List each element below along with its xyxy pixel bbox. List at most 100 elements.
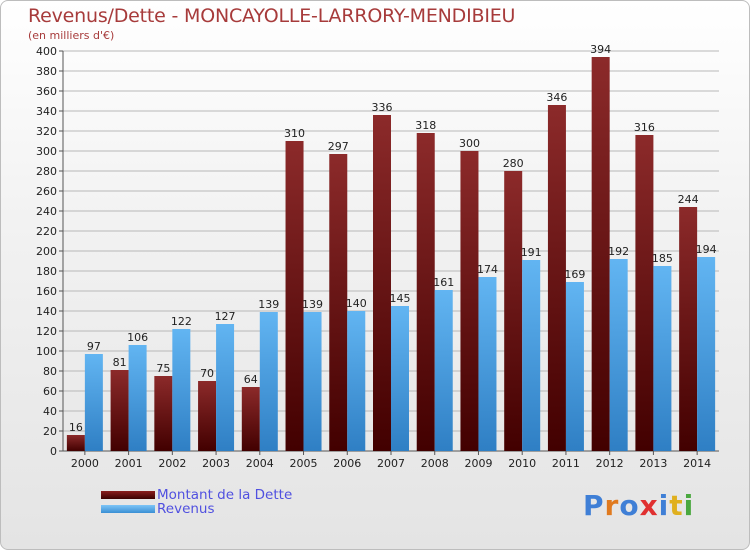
bar-dette — [679, 207, 698, 451]
data-label-dette: 280 — [503, 157, 524, 170]
logo-letter: i — [658, 489, 670, 522]
data-label-revenus: 139 — [258, 298, 279, 311]
data-label-dette: 81 — [113, 356, 127, 369]
bar-dette — [635, 135, 654, 451]
y-tick-label: 400 — [36, 45, 57, 58]
data-label-dette: 316 — [634, 121, 655, 134]
x-tick-label: 2008 — [421, 457, 449, 470]
logo-letter: P — [583, 489, 605, 522]
x-tick-label: 2005 — [290, 457, 318, 470]
legend-swatch-dette — [101, 491, 155, 499]
bar-dette — [241, 387, 260, 451]
x-tick-label: 2014 — [683, 457, 711, 470]
data-label-dette: 318 — [415, 119, 436, 132]
y-tick-label: 100 — [36, 345, 57, 358]
x-tick-label: 2003 — [202, 457, 230, 470]
data-label-revenus: 145 — [390, 292, 411, 305]
data-label-dette: 70 — [200, 367, 214, 380]
logo-letter: x — [639, 489, 659, 522]
bar-dette — [460, 151, 479, 451]
data-label-revenus: 122 — [171, 315, 192, 328]
bar-dette — [373, 115, 391, 451]
bar-revenus — [565, 282, 584, 451]
legend-label-dette: Montant de la Dette — [157, 487, 293, 503]
y-tick-label: 260 — [36, 185, 57, 198]
data-label-revenus: 97 — [87, 340, 101, 353]
data-label-dette: 75 — [156, 362, 170, 375]
bar-revenus — [172, 329, 191, 451]
bar-dette — [591, 57, 610, 451]
bar-revenus — [609, 259, 628, 451]
logo-letter: t — [669, 489, 684, 522]
data-label-dette: 394 — [590, 43, 611, 56]
data-label-dette: 297 — [328, 140, 349, 153]
x-tick-label: 2001 — [115, 457, 143, 470]
bar-revenus — [391, 306, 409, 451]
y-tick-label: 80 — [43, 365, 57, 378]
data-label-dette: 244 — [678, 193, 699, 206]
x-tick-label: 2000 — [71, 457, 99, 470]
bar-dette — [198, 381, 217, 451]
bar-revenus — [434, 290, 453, 451]
data-label-revenus: 185 — [652, 252, 673, 265]
bar-dette — [329, 154, 348, 451]
logo-letter: i — [683, 489, 695, 522]
y-tick-label: 200 — [36, 245, 57, 258]
x-tick-label: 2011 — [552, 457, 580, 470]
x-tick-label: 2002 — [158, 457, 186, 470]
data-label-revenus: 139 — [302, 298, 323, 311]
y-tick-label: 300 — [36, 145, 57, 158]
y-tick-label: 280 — [36, 165, 57, 178]
data-label-dette: 336 — [372, 101, 393, 114]
y-tick-label: 320 — [36, 125, 57, 138]
x-tick-label: 2009 — [464, 457, 492, 470]
data-label-dette: 310 — [284, 127, 305, 140]
bar-revenus — [522, 260, 541, 451]
bar-dette — [547, 105, 566, 451]
logo-letter: r — [604, 489, 620, 522]
bar-dette — [285, 141, 304, 451]
data-label-dette: 64 — [244, 373, 258, 386]
legend-swatch-revenus — [101, 505, 155, 513]
y-tick-label: 0 — [50, 445, 57, 458]
chart-subtitle: (en milliers d'€) — [28, 29, 115, 42]
y-tick-label: 220 — [36, 225, 57, 238]
bar-dette — [416, 133, 435, 451]
x-tick-label: 2013 — [639, 457, 667, 470]
bar-revenus — [303, 312, 322, 451]
data-label-dette: 16 — [69, 421, 83, 434]
y-tick-label: 380 — [36, 65, 57, 78]
y-tick-label: 160 — [36, 285, 57, 298]
x-tick-label: 2010 — [508, 457, 536, 470]
bar-revenus — [653, 266, 672, 451]
y-tick-label: 60 — [43, 385, 57, 398]
bar-revenus — [84, 354, 103, 451]
y-tick-label: 140 — [36, 305, 57, 318]
y-tick-label: 340 — [36, 105, 57, 118]
data-label-revenus: 161 — [433, 276, 454, 289]
data-label-revenus: 174 — [477, 263, 498, 276]
bar-revenus — [347, 311, 366, 451]
y-tick-label: 240 — [36, 205, 57, 218]
legend-label-revenus: Revenus — [157, 501, 215, 517]
bar-revenus — [697, 257, 716, 451]
x-tick-label: 2004 — [246, 457, 274, 470]
bars-layer — [66, 57, 716, 451]
data-label-revenus: 106 — [127, 331, 148, 344]
bar-dette — [504, 171, 523, 451]
logo-letter: o — [619, 489, 640, 522]
y-tick-label: 120 — [36, 325, 57, 338]
data-label-dette: 300 — [459, 137, 480, 150]
data-label-revenus: 192 — [608, 245, 629, 258]
y-tick-label: 180 — [36, 265, 57, 278]
chart-title: Revenus/Dette - MONCAYOLLE-LARRORY-MENDI… — [28, 5, 516, 27]
data-label-revenus: 191 — [521, 246, 542, 259]
data-label-revenus: 140 — [346, 297, 367, 310]
labels-layer: 0 20 40 60 80 100 120 140 160 180 200 220 240 260 280 3… — [36, 43, 717, 470]
data-label-revenus: 169 — [564, 268, 585, 281]
x-tick-label: 2012 — [596, 457, 624, 470]
bar-revenus — [259, 312, 278, 451]
y-tick-label: 20 — [43, 425, 57, 438]
